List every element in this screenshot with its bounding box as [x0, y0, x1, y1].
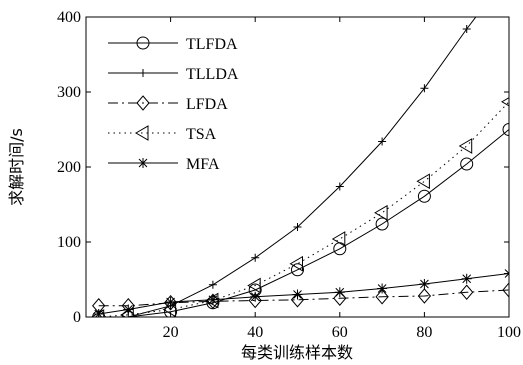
x-tick-label: 80: [416, 324, 432, 341]
legend-marker: [136, 95, 150, 111]
marker-TSA: [247, 277, 261, 294]
marker-TLFDA: [291, 263, 304, 277]
series-layer: [90, 17, 509, 317]
legend-entry-LFDA: LFDA: [108, 95, 228, 113]
y-tick-label: 0: [73, 309, 81, 326]
marker-TLFDA: [375, 217, 389, 231]
marker-TLLDA: [335, 182, 344, 191]
marker-TLLDA: [378, 137, 387, 146]
marker-MFA: [207, 294, 218, 305]
marker-LFDA: [290, 291, 305, 308]
marker-MFA: [165, 297, 176, 307]
marker-MFA: [377, 283, 388, 294]
legend-marker: [135, 125, 149, 141]
marker-LFDA: [502, 282, 509, 298]
legend-marker: [136, 36, 150, 50]
marker-MFA: [461, 273, 472, 284]
x-axis-label: 每类训练样本数: [241, 343, 353, 362]
legend: TLFDA TLLDA LFDA TSA MFA: [95, 25, 270, 185]
marker-LFDA: [248, 292, 262, 309]
marker-TLLDA: [420, 84, 429, 93]
marker-MFA: [250, 291, 261, 302]
series-line-LFDA: [98, 289, 509, 307]
x-tick-label: 40: [247, 324, 263, 341]
legend-label: TLFDA: [186, 36, 238, 53]
marker-TLFDA: [460, 157, 474, 171]
marker-MFA: [419, 279, 430, 289]
legend-entry-MFA: MFA: [108, 156, 220, 173]
x-tick-label: 100: [497, 324, 521, 341]
legend-marker: [139, 69, 147, 77]
marker-TSA: [289, 255, 303, 272]
legend-entry-TLLDA: TLLDA: [108, 66, 239, 83]
legend-box: [95, 25, 270, 185]
marker-TSA: [204, 292, 219, 309]
marker-TLLDA: [462, 25, 471, 33]
y-tick-label: 100: [57, 234, 81, 251]
marker-MFA: [292, 289, 303, 300]
marker-MFA: [93, 309, 104, 317]
marker-TLLDA: [293, 223, 302, 231]
legend-entry-TSA: TSA: [108, 125, 217, 143]
legend-marker: [138, 158, 148, 168]
marker-TSA: [162, 301, 177, 317]
marker-TSA: [331, 231, 346, 247]
marker-TSA: [374, 204, 388, 221]
axis-ticks: 20 40 60 80 100 0 100 200 300 400: [57, 9, 521, 341]
y-tick-label: 300: [57, 84, 81, 101]
series-MFA: [93, 268, 509, 317]
legend-entry-TLFDA: TLFDA: [108, 36, 238, 53]
legend-label: TSA: [186, 126, 217, 143]
marker-LFDA: [460, 284, 474, 301]
marker-TLLDA: [251, 253, 260, 262]
series-LFDA: [92, 282, 509, 314]
marker-TSA: [458, 138, 473, 154]
y-axis-label: 求解时间/s: [7, 128, 26, 206]
y-tick-label: 400: [57, 9, 81, 26]
x-tick-label: 20: [163, 324, 179, 341]
marker-TSA: [501, 97, 509, 107]
legend-label: TLLDA: [186, 66, 239, 83]
marker-MFA: [123, 304, 134, 315]
marker-TLLDA: [208, 280, 217, 289]
marker-LFDA: [375, 288, 389, 305]
marker-TLFDA: [502, 123, 509, 136]
marker-LFDA: [417, 288, 432, 304]
x-tick-label: 60: [332, 324, 348, 341]
marker-TLFDA: [417, 189, 431, 203]
marker-TSA: [120, 306, 134, 317]
marker-TSA: [416, 173, 430, 190]
y-tick-label: 200: [57, 159, 81, 176]
legend-label: LFDA: [186, 96, 228, 113]
marker-MFA: [334, 287, 345, 298]
series-line-TLFDA: [98, 129, 509, 317]
legend-label: MFA: [186, 156, 220, 173]
